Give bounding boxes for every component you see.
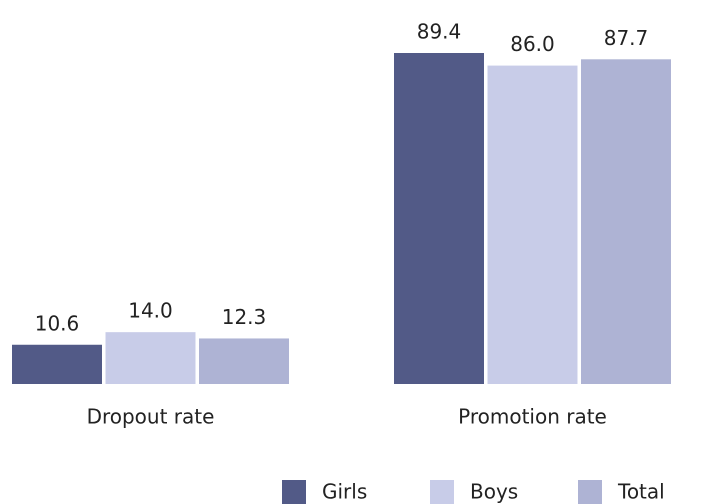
legend-swatch xyxy=(578,480,602,504)
legend-swatch xyxy=(430,480,454,504)
value-label: 12.3 xyxy=(222,305,267,329)
legend-swatch xyxy=(282,480,306,504)
value-label: 86.0 xyxy=(510,32,555,56)
category-label: Promotion rate xyxy=(458,405,607,429)
value-label: 89.4 xyxy=(417,20,462,44)
legend-label: Boys xyxy=(470,480,518,504)
bar xyxy=(199,338,289,384)
bar xyxy=(12,344,102,384)
legend-label: Girls xyxy=(322,480,367,504)
value-label: 14.0 xyxy=(128,299,173,323)
bar xyxy=(105,332,196,384)
value-label: 10.6 xyxy=(35,311,80,335)
value-label: 87.7 xyxy=(604,26,649,50)
legend-label: Total xyxy=(617,480,665,504)
bar xyxy=(394,53,484,384)
category-label: Dropout rate xyxy=(87,405,215,429)
bar xyxy=(581,59,671,384)
bar xyxy=(487,65,578,384)
